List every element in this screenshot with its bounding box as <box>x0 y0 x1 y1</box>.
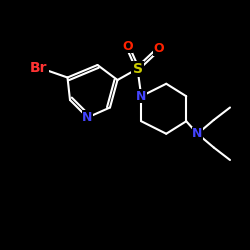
Text: O: O <box>154 42 164 55</box>
Text: Br: Br <box>30 60 48 74</box>
Text: O: O <box>122 40 133 53</box>
Text: N: N <box>82 111 93 124</box>
Text: N: N <box>192 127 203 140</box>
Text: N: N <box>136 90 146 103</box>
Text: S: S <box>132 62 142 76</box>
